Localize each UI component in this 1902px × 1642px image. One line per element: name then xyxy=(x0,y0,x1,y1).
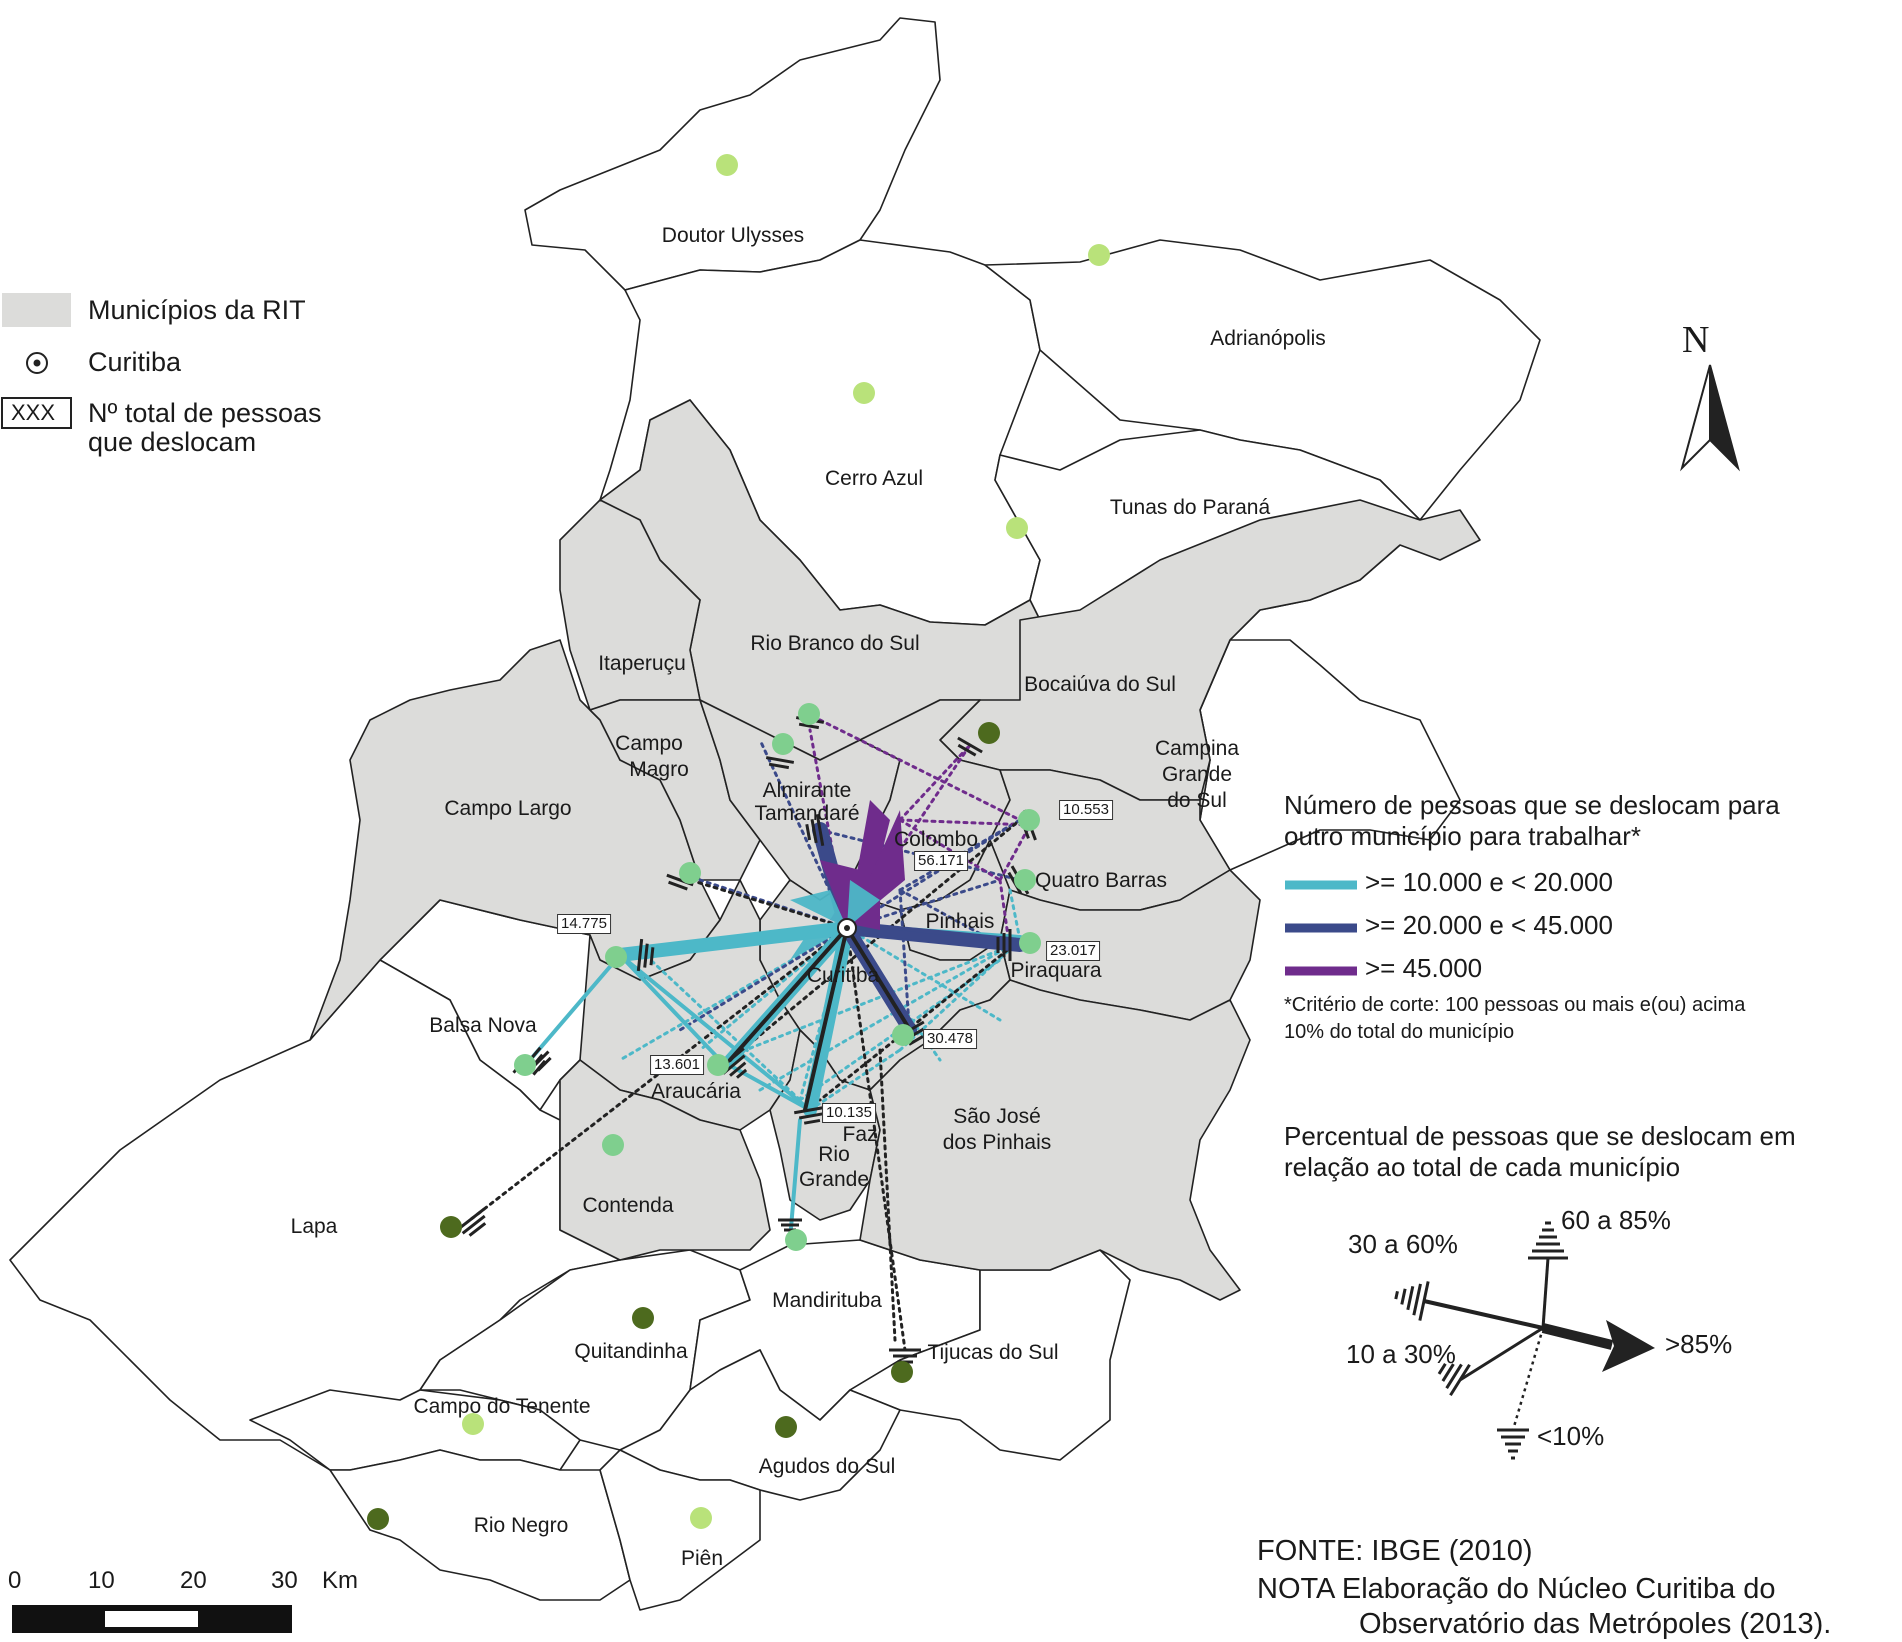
label-mandirituba: Mandirituba xyxy=(772,1289,882,1312)
legend-box-sample: XXX xyxy=(11,400,56,425)
label-colombo: Colombo xyxy=(893,828,979,851)
legend-percent-symbol xyxy=(1394,1221,1655,1460)
label-tunas: Tunas do Paraná xyxy=(1109,496,1271,519)
legend-flow-title-line1: Número de pessoas que se deslocam para xyxy=(1284,790,1780,820)
scale-tick-20: 20 xyxy=(180,1567,207,1594)
region-tijucas xyxy=(849,1249,1131,1461)
label-cerro-azul: Cerro Azul xyxy=(824,467,924,490)
legend-flow-item-3: >= 45.000 xyxy=(1365,953,1483,983)
flow-total-quatro-barras: 10.553 xyxy=(1059,800,1113,820)
legend-curitiba-label: Curitiba xyxy=(88,347,182,377)
label-sjp-2: dos Pinhais xyxy=(942,1131,1052,1154)
label-contenda: Contenda xyxy=(582,1194,674,1217)
flow-total-sjp: 30.478 xyxy=(923,1029,977,1049)
label-bocaiuva: Bocaiúva do Sul xyxy=(1024,673,1176,696)
legend-flow-item-1: >= 10.000 e < 20.000 xyxy=(1365,867,1613,897)
label-quatro-barras: Quatro Barras xyxy=(1035,869,1167,892)
label-agudos: Agudos do Sul xyxy=(758,1455,896,1478)
label-lapa: Lapa xyxy=(290,1215,338,1238)
north-arrow-icon xyxy=(1680,364,1740,472)
flow-lines xyxy=(468,718,1032,1352)
label-doutor-ulysses: Doutor Ulysses xyxy=(661,224,805,247)
legend-percent-title-line2: relação ao total de cada município xyxy=(1284,1152,1681,1182)
legend-percent-title-line1: Percentual de pessoas que se deslocam em xyxy=(1284,1121,1796,1151)
source-line2: NOTA Elaboração do Núcleo Curitiba do xyxy=(1257,1573,1776,1605)
legend-percent-30-60: 30 a 60% xyxy=(1348,1229,1458,1259)
legend-rit-swatch xyxy=(2,293,71,327)
label-itaperucu: Itaperuçu xyxy=(598,652,686,675)
label-rio-branco: Rio Branco do Sul xyxy=(750,632,920,655)
outer-region-boundaries xyxy=(9,17,1541,1611)
label-campina-1: Campina xyxy=(1154,737,1240,760)
label-faz-1: Faz xyxy=(842,1123,878,1146)
scale-tick-30: 30 xyxy=(271,1567,298,1594)
region-pien xyxy=(599,1449,761,1611)
label-campina-3: do Sul xyxy=(1167,789,1227,812)
flow-total-piraquara: 23.017 xyxy=(1046,941,1100,961)
legend-box-symbol xyxy=(1,397,72,429)
flow-total-colombo: 56.171 xyxy=(914,851,968,871)
label-balsa-nova: Balsa Nova xyxy=(429,1014,537,1037)
north-label: N xyxy=(1682,319,1710,361)
legend-percent-60-85: 60 a 85% xyxy=(1561,1205,1671,1235)
source-line1: FONTE: IBGE (2010) xyxy=(1257,1535,1533,1567)
label-campo-magro-1: Campo xyxy=(615,732,683,755)
region-lapa xyxy=(9,959,621,1471)
seat-points xyxy=(367,154,1110,1530)
label-araucaria: Araucária xyxy=(651,1080,741,1103)
flow-total-araucaria: 13.601 xyxy=(650,1055,704,1075)
scale-tick-0: 0 xyxy=(8,1567,22,1594)
legend-flow-lines xyxy=(1285,880,1357,976)
legend-percent-10-30: 10 a 30% xyxy=(1346,1339,1456,1369)
scale-bar xyxy=(12,1605,292,1633)
scale-tick-10: 10 xyxy=(88,1567,115,1594)
label-almirante-2: Tamandaré xyxy=(754,802,860,825)
legend-box-label-line2: que deslocam xyxy=(88,427,257,457)
legend-flow-note-line1: *Critério de corte: 100 pessoas ou mais … xyxy=(1284,994,1746,1016)
label-curitiba: Curitiba xyxy=(806,964,880,987)
region-campo-magro xyxy=(589,699,761,881)
source-line3: Observatório das Metrópoles (2013). xyxy=(1359,1608,1832,1640)
flow-total-faz-rio-grande: 10.135 xyxy=(822,1103,876,1123)
flow-total-campo-largo: 14.775 xyxy=(557,914,611,934)
label-pinhais: Pinhais xyxy=(925,910,995,933)
label-faz-2: Rio xyxy=(818,1143,850,1166)
scale-unit: Km xyxy=(322,1567,358,1594)
legend-percent-85: >85% xyxy=(1665,1329,1733,1359)
label-quitandinha: Quitandinha xyxy=(574,1340,688,1363)
label-almirante-1: Almirante xyxy=(762,779,852,802)
region-sjp xyxy=(859,979,1251,1301)
legend-top-graphics xyxy=(1,293,72,429)
label-campo-largo: Campo Largo xyxy=(444,797,572,820)
label-campo-tenente: Campo do Tenente xyxy=(413,1395,591,1418)
label-pien: Piên xyxy=(680,1547,724,1570)
region-adrianopolis xyxy=(984,239,1541,521)
legend-flow-note-line2: 10% do total do município xyxy=(1284,1021,1515,1043)
legend-rit-label: Municípios da RIT xyxy=(88,295,306,325)
legend-flow-item-2: >= 20.000 e < 45.000 xyxy=(1365,910,1613,940)
legend-percent-10: <10% xyxy=(1537,1421,1605,1451)
legend-box-label-line1: Nº total de pessoas xyxy=(88,398,322,428)
legend-flow-title-line2: outro município para trabalhar* xyxy=(1284,821,1641,851)
label-faz-3: Grande xyxy=(798,1168,870,1191)
label-sjp-1: São José xyxy=(953,1105,1041,1128)
label-campo-magro-2: Magro xyxy=(629,758,689,781)
label-campina-2: Grande xyxy=(1161,763,1233,786)
label-piraquara: Piraquara xyxy=(1010,959,1102,982)
label-adrianopolis: Adrianópolis xyxy=(1210,327,1326,350)
label-rio-negro: Rio Negro xyxy=(473,1514,569,1537)
label-tijucas: Tijucas do Sul xyxy=(927,1341,1059,1364)
